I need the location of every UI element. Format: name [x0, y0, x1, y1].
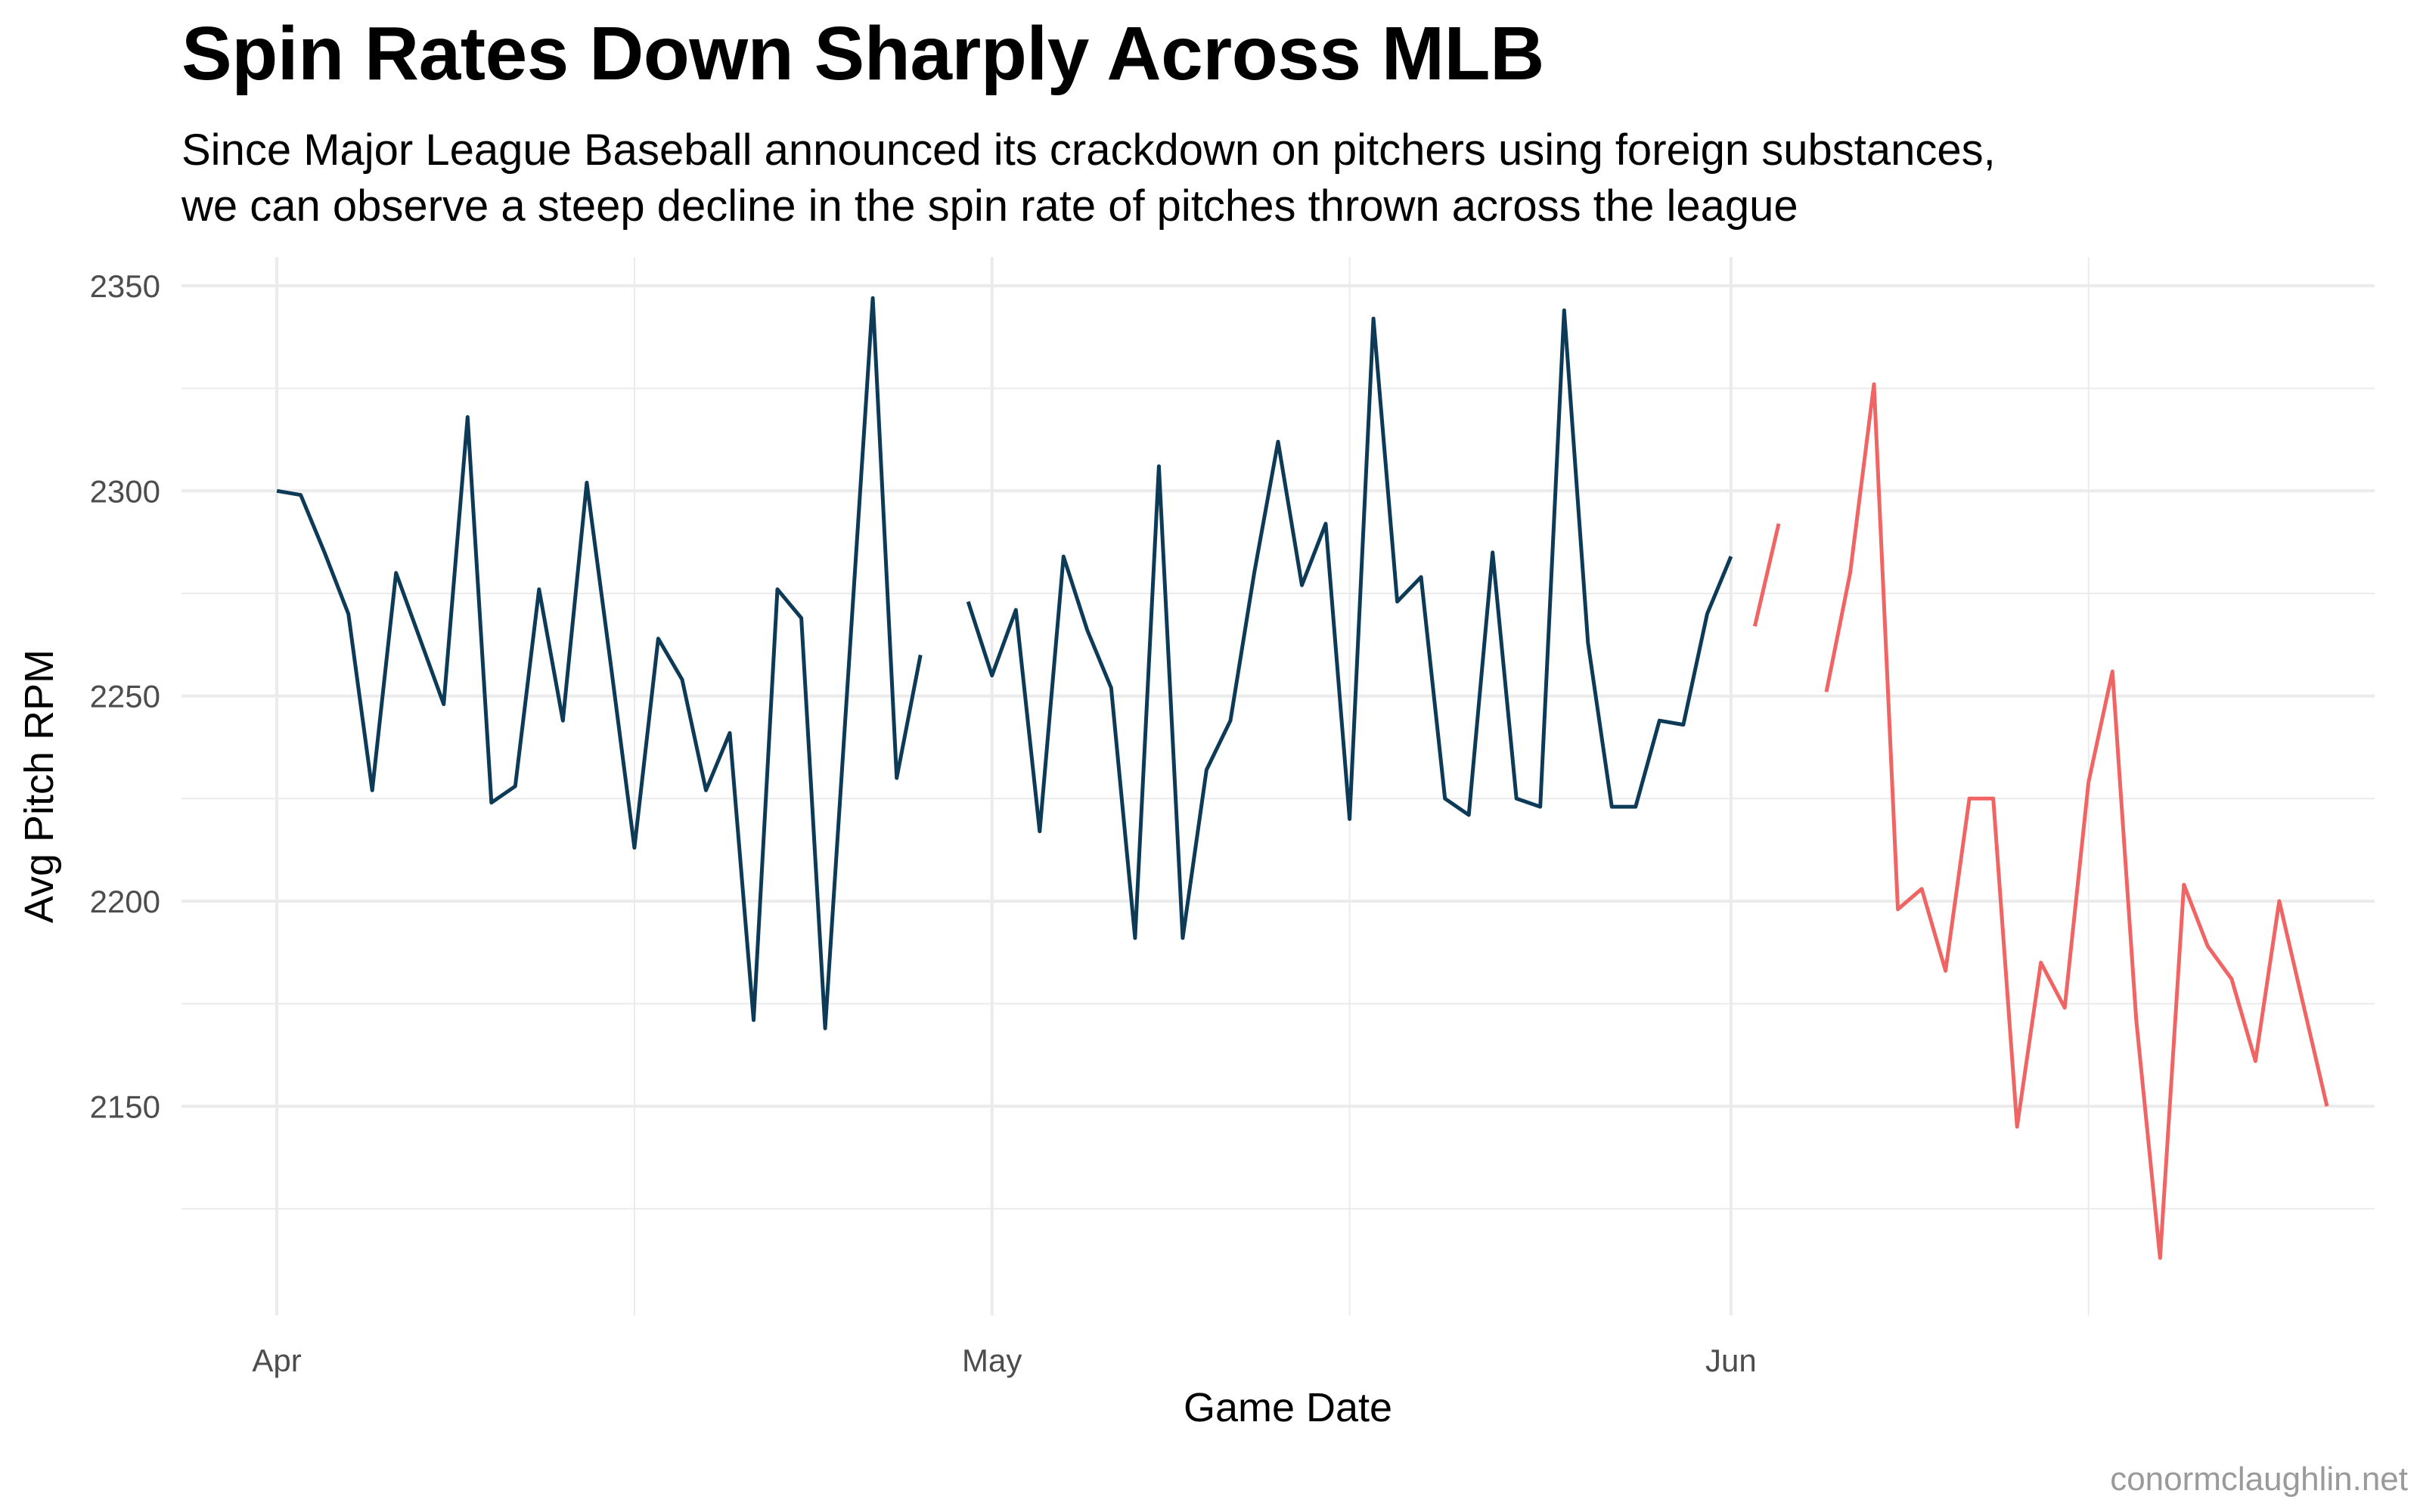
y-axis-title: Avg Pitch RPM [17, 649, 62, 923]
subtitle-line-1: Since Major League Baseball announced it… [182, 125, 1996, 175]
x-axis-title: Game Date [1184, 1385, 1392, 1430]
x-tick-label-apr: Apr [252, 1343, 301, 1378]
y-tick-label-2350: 2350 [90, 268, 160, 304]
x-tick-label-may: May [962, 1343, 1022, 1378]
grid-layer [182, 257, 2375, 1315]
series-line-before-segment-1 [276, 296, 923, 1030]
y-tick-label-2150: 2150 [90, 1089, 160, 1124]
y-tick-label-2250: 2250 [90, 679, 160, 714]
series-line-after-segment-1 [1752, 523, 1781, 627]
y-tick-label-2200: 2200 [90, 884, 160, 919]
tick-label-layer: 2150 2200 2250 2300 2350 Apr May Jun [90, 268, 1757, 1378]
x-tick-label-jun: Jun [1705, 1343, 1757, 1378]
series-line-before-segment-2 [966, 308, 1733, 940]
chart-title: Spin Rates Down Sharply Across MLB [182, 11, 1544, 96]
y-tick-label-2300: 2300 [90, 473, 160, 509]
chart-subtitle: Since Major League Baseball announced it… [182, 122, 1996, 234]
series-line-after-segment-2 [1824, 382, 2329, 1260]
source-caption: conormclaughlin.net [2110, 1461, 2408, 1498]
series-layer [276, 296, 2329, 1260]
subtitle-line-2: we can observe a steep decline in the sp… [182, 181, 1798, 231]
